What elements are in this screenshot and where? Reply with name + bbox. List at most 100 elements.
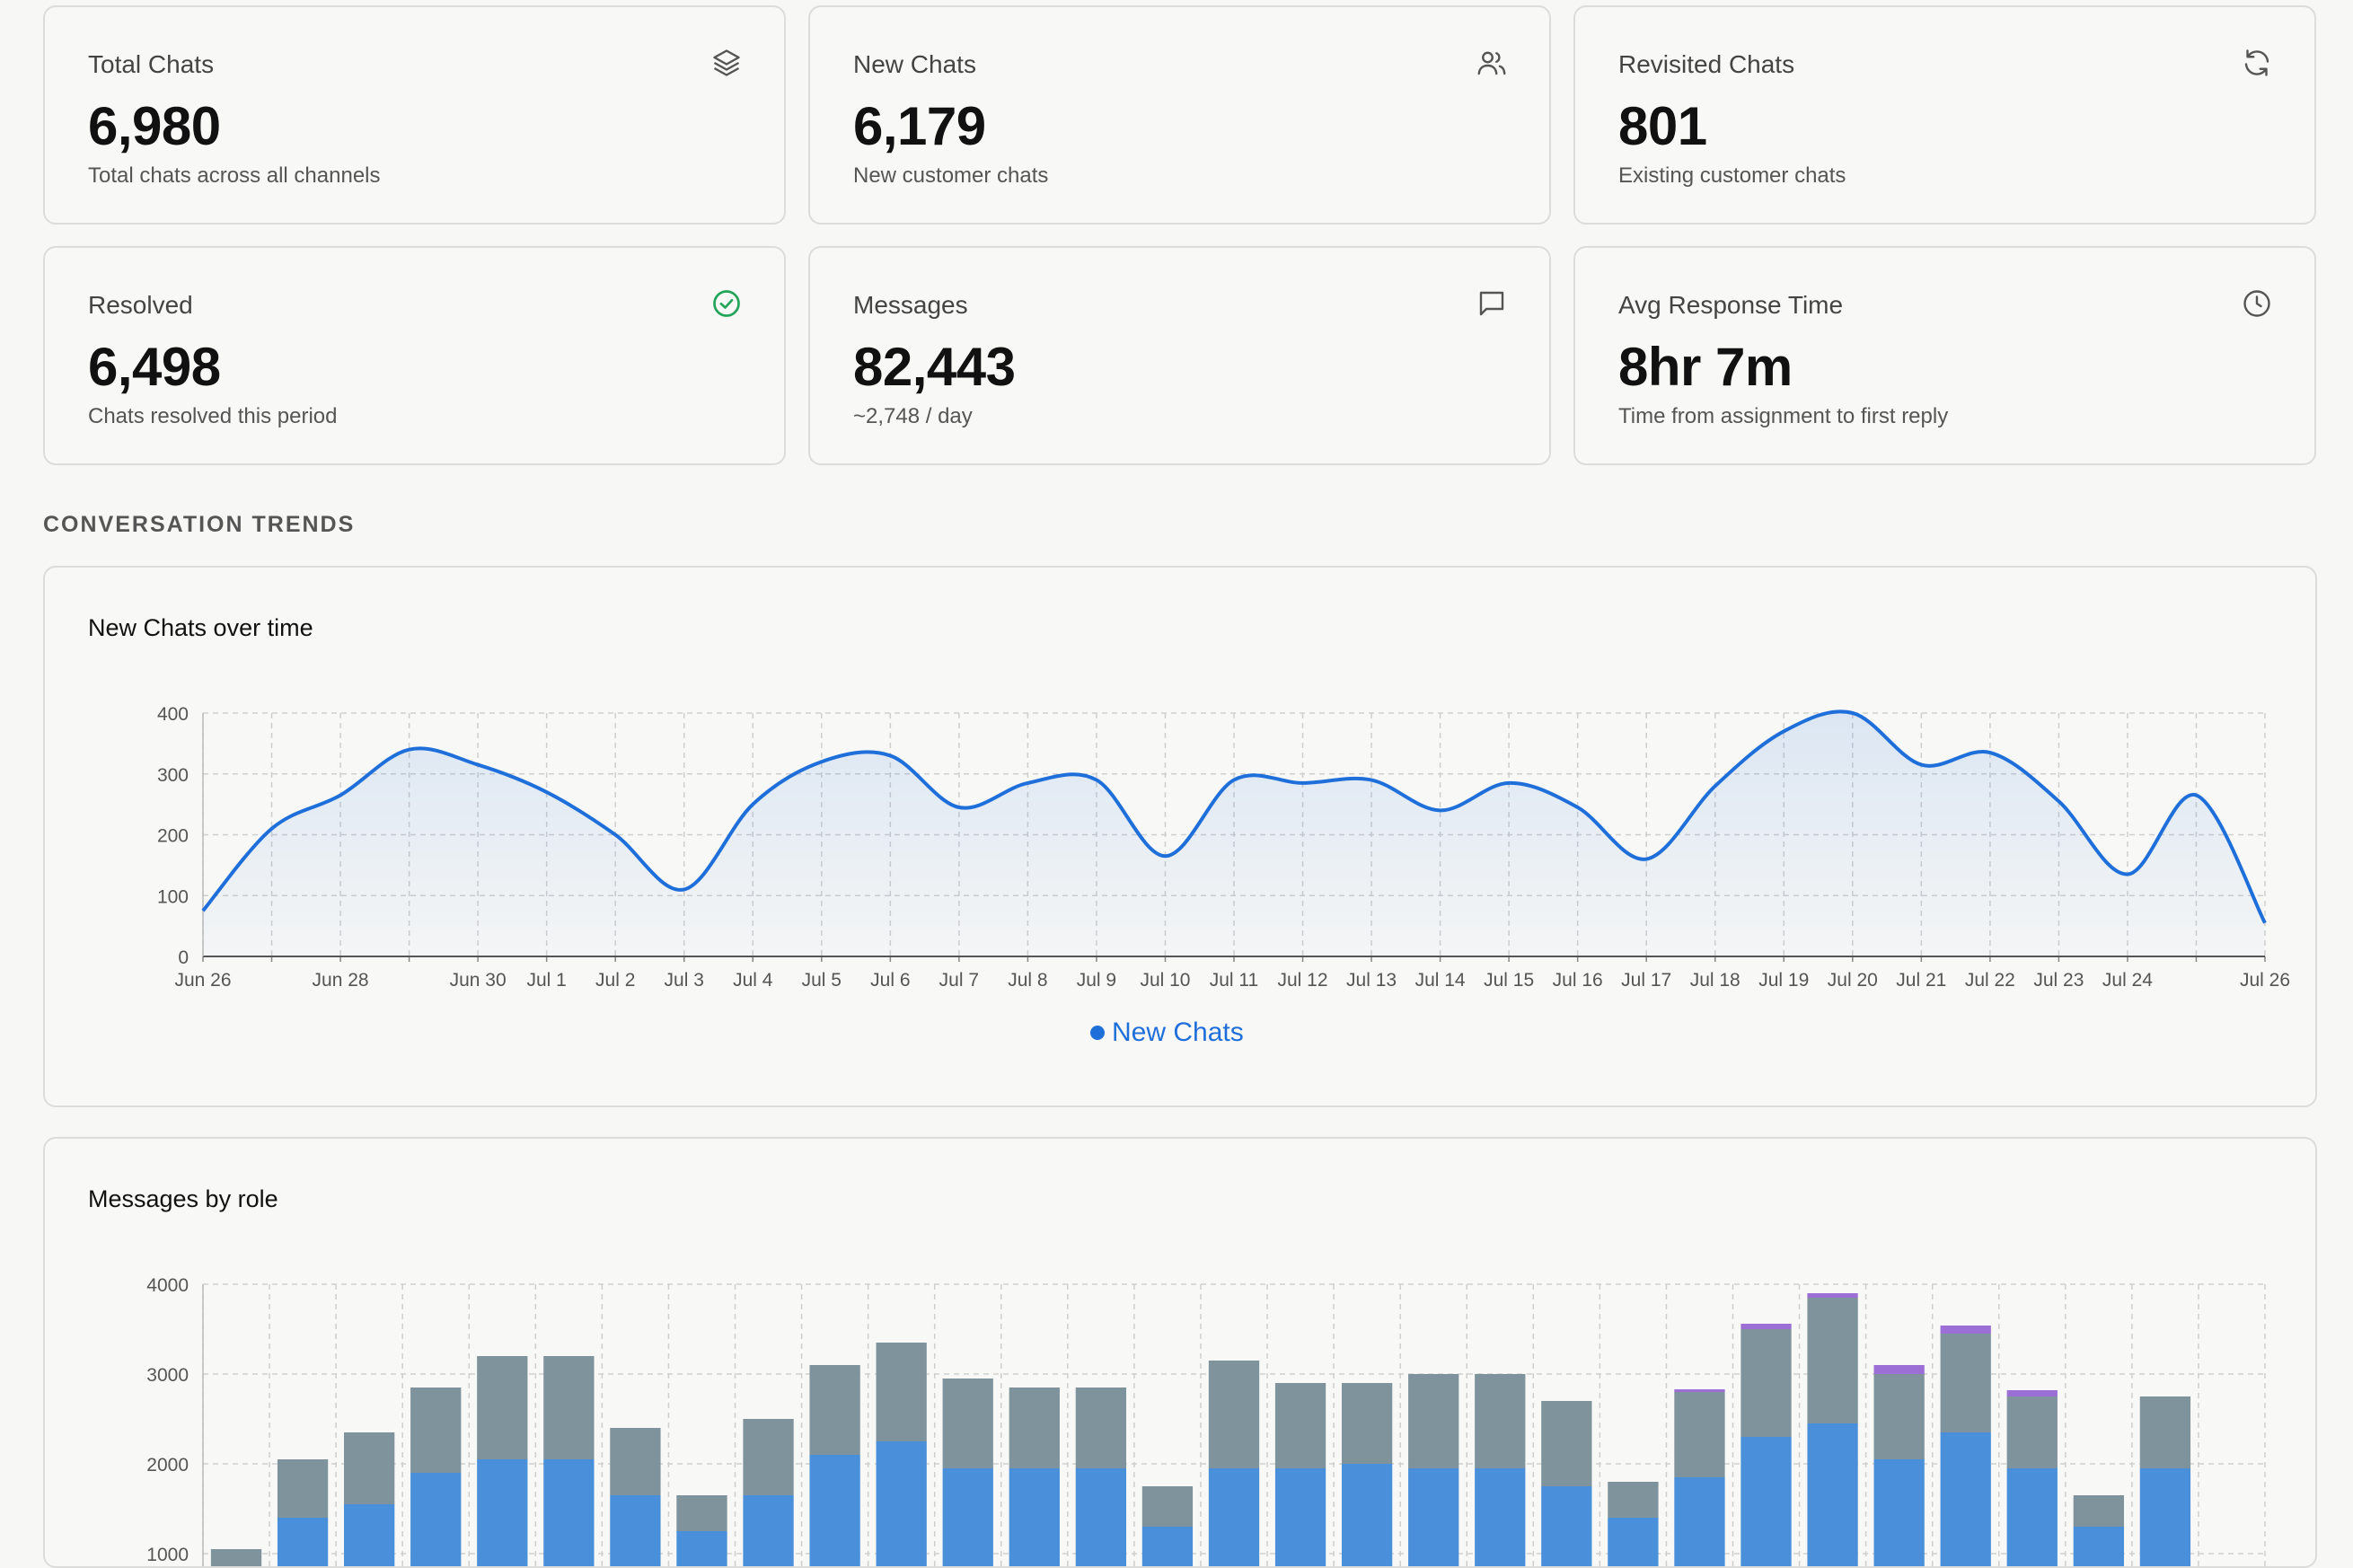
y-tick-label: 0	[178, 947, 189, 968]
data-point	[338, 792, 343, 797]
stat-description: Total chats across all channels	[88, 163, 381, 188]
bar-segment	[1274, 1383, 1326, 1468]
x-tick-label: Jul 15	[1484, 970, 1534, 991]
bar-segment	[1208, 1468, 1260, 1566]
data-point	[1438, 807, 1443, 813]
x-tick-label: Jul 1	[526, 970, 566, 991]
bar-segment	[1807, 1423, 1858, 1566]
bar-segment	[1541, 1401, 1592, 1486]
stat-description: Chats resolved this period	[88, 404, 338, 428]
bar-segment	[610, 1428, 661, 1495]
x-tick-label: Jul 5	[802, 970, 842, 991]
bar-segment	[2139, 1468, 2191, 1566]
bar-segment	[1208, 1361, 1260, 1468]
stat-value: 8hr 7m	[1618, 337, 1793, 397]
bar-segment	[676, 1495, 727, 1531]
bar-segment	[743, 1495, 794, 1566]
bar-segment	[1274, 1468, 1326, 1566]
bar-segment	[2006, 1390, 2058, 1396]
bar-segment	[876, 1343, 927, 1441]
data-point	[475, 762, 480, 768]
section-title: CONVERSATION TRENDS	[43, 512, 356, 537]
stat-value: 6,980	[88, 96, 221, 156]
stat-value: 82,443	[853, 337, 1016, 397]
data-point	[269, 826, 275, 832]
data-point	[2125, 872, 2130, 877]
stat-value: 6,179	[853, 96, 986, 156]
data-point	[819, 759, 824, 764]
bar-segment	[1873, 1459, 1925, 1566]
y-tick-label: 400	[157, 704, 189, 725]
x-tick-label: Jul 10	[1140, 970, 1190, 991]
bar-segment	[2006, 1396, 2058, 1468]
bar-segment	[1873, 1365, 1925, 1374]
data-point	[544, 789, 550, 795]
refresh-icon	[2244, 49, 2269, 76]
bar-segment	[942, 1468, 993, 1566]
data-point	[2193, 792, 2199, 797]
y-tick-label: 1000	[146, 1545, 189, 1565]
bar-segment	[1475, 1468, 1526, 1566]
bar-segment	[942, 1379, 993, 1468]
x-tick-label: Jul 23	[2033, 970, 2084, 991]
data-point	[1369, 778, 1374, 783]
x-tick-label: Jul 12	[1278, 970, 1328, 991]
bar-segment	[1940, 1334, 1991, 1432]
x-tick-label: Jul 26	[2240, 970, 2290, 991]
y-tick-label: 2000	[146, 1455, 189, 1476]
x-tick-label: Jul 2	[595, 970, 635, 991]
bar-segment	[1674, 1392, 1725, 1477]
bar-segment	[1741, 1324, 1792, 1329]
x-tick-label: Jul 4	[733, 970, 773, 991]
layers-icon	[713, 49, 740, 76]
stat-description: Time from assignment to first reply	[1618, 404, 1949, 428]
bar-segment	[809, 1455, 860, 1566]
chart-legend: New Chats	[1090, 1017, 1244, 1047]
stat-label: New Chats	[853, 50, 976, 78]
bar-segment	[1408, 1374, 1459, 1468]
bar-segment	[2073, 1495, 2124, 1527]
bar-segment	[1873, 1374, 1925, 1459]
stat-card-new-chats: New Chats 6,179 New customer chats	[808, 5, 1551, 225]
x-tick-label: Jul 19	[1758, 970, 1809, 991]
x-tick-label: Jul 14	[1415, 970, 1466, 991]
line-chart: 0 100 200 300 400 Jun 26 Jun 28 Jun 30 Jul 1 Jul …	[157, 704, 2290, 1047]
x-tick-label: Jul 8	[1008, 970, 1047, 991]
series-line-new-chats	[201, 709, 2267, 924]
bar-segment	[344, 1432, 395, 1504]
stat-description: ~2,748 / day	[853, 404, 973, 428]
bar-segment	[1674, 1389, 1725, 1392]
x-tick-label: Jul 13	[1346, 970, 1397, 991]
stat-card-avg-response-time: Avg Response Time 8hr 7m Time from assig…	[1573, 246, 2316, 465]
stat-value: 6,498	[88, 337, 221, 397]
stat-value: 801	[1618, 96, 1707, 156]
stat-label: Revisited Chats	[1618, 50, 1795, 78]
stat-label: Total Chats	[88, 50, 215, 78]
data-point	[887, 753, 893, 758]
bar-segment	[2006, 1468, 2058, 1566]
bar-segment	[1341, 1383, 1393, 1464]
data-point	[612, 832, 618, 838]
bar-segment	[876, 1441, 927, 1566]
bar-segment	[1807, 1298, 1858, 1423]
data-point	[1575, 805, 1581, 810]
bar-segment	[477, 1459, 528, 1566]
legend-marker	[1090, 1026, 1105, 1040]
chart-panel-new-chats: New Chats over time 0 100 200 300 400 Jun 26 J…	[43, 566, 2317, 1107]
bar-segment	[543, 1356, 595, 1459]
legend-label: New Chats	[1112, 1017, 1244, 1047]
data-point	[1300, 780, 1306, 786]
stat-card-total-chats: Total Chats 6,980 Total chats across all…	[43, 5, 786, 225]
x-tick-label: Jun 30	[450, 970, 507, 991]
bar-segment	[743, 1419, 794, 1495]
bar-segment	[277, 1459, 329, 1518]
data-point	[1850, 710, 1855, 716]
bar-segment	[277, 1518, 329, 1566]
clock-icon	[2243, 290, 2270, 317]
data-point	[1987, 750, 1993, 755]
x-tick-label: Jun 28	[313, 970, 369, 991]
y-tick-label: 300	[157, 765, 189, 786]
x-tick-label: Jul 18	[1690, 970, 1741, 991]
data-point	[2056, 798, 2061, 804]
y-tick-label: 100	[157, 886, 189, 907]
